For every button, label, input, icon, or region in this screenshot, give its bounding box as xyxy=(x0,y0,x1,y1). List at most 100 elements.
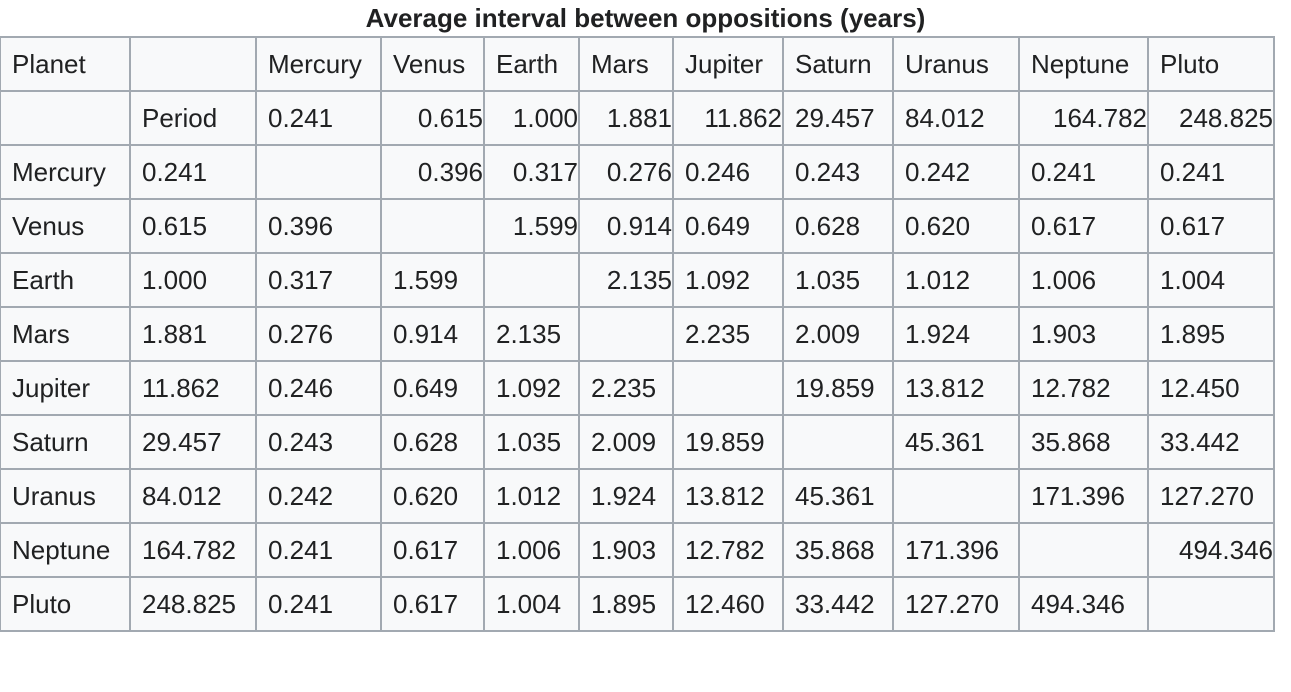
interval-cell: 2.009 xyxy=(782,306,894,362)
interval-cell: 1.035 xyxy=(782,252,894,308)
interval-cell: 1.092 xyxy=(483,360,580,416)
interval-cell xyxy=(672,360,784,416)
interval-cell: 0.396 xyxy=(380,144,485,200)
planet-name-cell: Uranus xyxy=(0,468,131,524)
planet-name-cell: Pluto xyxy=(0,576,131,632)
interval-cell: 1.895 xyxy=(578,576,674,632)
header-cell: Venus xyxy=(380,36,485,92)
period-value-cell: 0.241 xyxy=(255,90,382,146)
interval-cell: 0.246 xyxy=(672,144,784,200)
interval-cell: 45.361 xyxy=(892,414,1020,470)
period-cell: 1.000 xyxy=(129,252,257,308)
interval-cell: 2.235 xyxy=(672,306,784,362)
header-cell: Earth xyxy=(483,36,580,92)
interval-cell: 0.914 xyxy=(578,198,674,254)
period-value-cell: 1.000 xyxy=(483,90,580,146)
interval-cell: 1.924 xyxy=(892,306,1020,362)
interval-cell: 1.903 xyxy=(1018,306,1149,362)
interval-cell: 12.460 xyxy=(672,576,784,632)
period-value-cell: 248.825 xyxy=(1147,90,1275,146)
interval-cell: 1.903 xyxy=(578,522,674,578)
interval-cell: 0.617 xyxy=(1018,198,1149,254)
period-cell: 0.615 xyxy=(129,198,257,254)
interval-cell: 171.396 xyxy=(892,522,1020,578)
interval-cell: 1.006 xyxy=(1018,252,1149,308)
header-cell: Saturn xyxy=(782,36,894,92)
period-cell: 11.862 xyxy=(129,360,257,416)
period-value-cell: 84.012 xyxy=(892,90,1020,146)
header-cell: Jupiter xyxy=(672,36,784,92)
interval-cell: 0.396 xyxy=(255,198,382,254)
interval-cell: 0.241 xyxy=(1018,144,1149,200)
header-cell: Uranus xyxy=(892,36,1020,92)
period-value-cell: 11.862 xyxy=(672,90,784,146)
interval-cell: 19.859 xyxy=(672,414,784,470)
interval-cell: 0.243 xyxy=(782,144,894,200)
interval-cell: 0.246 xyxy=(255,360,382,416)
period-value-cell: 164.782 xyxy=(1018,90,1149,146)
interval-cell: 1.004 xyxy=(1147,252,1275,308)
period-cell: 164.782 xyxy=(129,522,257,578)
interval-cell: 19.859 xyxy=(782,360,894,416)
interval-cell: 1.035 xyxy=(483,414,580,470)
period-cell: 1.881 xyxy=(129,306,257,362)
period-value-cell: 29.457 xyxy=(782,90,894,146)
interval-cell: 0.620 xyxy=(892,198,1020,254)
interval-cell: 0.276 xyxy=(578,144,674,200)
interval-cell: 0.649 xyxy=(380,360,485,416)
interval-cell: 1.004 xyxy=(483,576,580,632)
interval-cell: 2.009 xyxy=(578,414,674,470)
interval-cell: 0.241 xyxy=(255,576,382,632)
interval-cell: 0.243 xyxy=(255,414,382,470)
interval-cell xyxy=(578,306,674,362)
interval-cell: 0.242 xyxy=(892,144,1020,200)
period-row: Period 0.241 0.615 1.000 1.881 11.862 29… xyxy=(0,90,1275,146)
interval-cell xyxy=(1147,576,1275,632)
interval-cell: 0.617 xyxy=(1147,198,1275,254)
period-label-cell: Period xyxy=(129,90,257,146)
planet-name-cell: Earth xyxy=(0,252,131,308)
interval-cell xyxy=(380,198,485,254)
interval-cell xyxy=(255,144,382,200)
interval-cell: 0.241 xyxy=(255,522,382,578)
interval-cell: 1.006 xyxy=(483,522,580,578)
interval-cell xyxy=(483,252,580,308)
header-cell: Pluto xyxy=(1147,36,1275,92)
planet-name-cell: Jupiter xyxy=(0,360,131,416)
interval-cell xyxy=(782,414,894,470)
interval-cell: 171.396 xyxy=(1018,468,1149,524)
period-row-blank-cell xyxy=(0,90,131,146)
header-cell: Mars xyxy=(578,36,674,92)
interval-cell: 0.317 xyxy=(255,252,382,308)
interval-cell: 0.649 xyxy=(672,198,784,254)
interval-cell: 0.628 xyxy=(782,198,894,254)
interval-cell: 1.012 xyxy=(483,468,580,524)
interval-cell: 12.782 xyxy=(1018,360,1149,416)
period-value-cell: 1.881 xyxy=(578,90,674,146)
oppositions-table: Planet Mercury Venus Earth Mars Jupiter … xyxy=(0,36,1275,632)
planet-name-cell: Saturn xyxy=(0,414,131,470)
interval-cell: 2.235 xyxy=(578,360,674,416)
planet-name-cell: Venus xyxy=(0,198,131,254)
period-cell: 0.241 xyxy=(129,144,257,200)
period-cell: 84.012 xyxy=(129,468,257,524)
planet-name-cell: Neptune xyxy=(0,522,131,578)
table-row: Saturn 29.457 0.243 0.628 1.035 2.009 19… xyxy=(0,414,1275,470)
period-cell: 248.825 xyxy=(129,576,257,632)
table-row: Mars 1.881 0.276 0.914 2.135 2.235 2.009… xyxy=(0,306,1275,362)
planet-name-cell: Mars xyxy=(0,306,131,362)
interval-cell: 33.442 xyxy=(782,576,894,632)
interval-cell xyxy=(892,468,1020,524)
interval-cell: 35.868 xyxy=(782,522,894,578)
interval-cell: 33.442 xyxy=(1147,414,1275,470)
interval-cell: 1.599 xyxy=(483,198,580,254)
table-row: Earth 1.000 0.317 1.599 2.135 1.092 1.03… xyxy=(0,252,1275,308)
interval-cell: 0.241 xyxy=(1147,144,1275,200)
interval-cell: 127.270 xyxy=(892,576,1020,632)
interval-cell: 12.450 xyxy=(1147,360,1275,416)
header-cell: Neptune xyxy=(1018,36,1149,92)
interval-cell: 0.617 xyxy=(380,522,485,578)
table-row: Uranus 84.012 0.242 0.620 1.012 1.924 13… xyxy=(0,468,1275,524)
interval-cell: 13.812 xyxy=(892,360,1020,416)
interval-cell: 13.812 xyxy=(672,468,784,524)
